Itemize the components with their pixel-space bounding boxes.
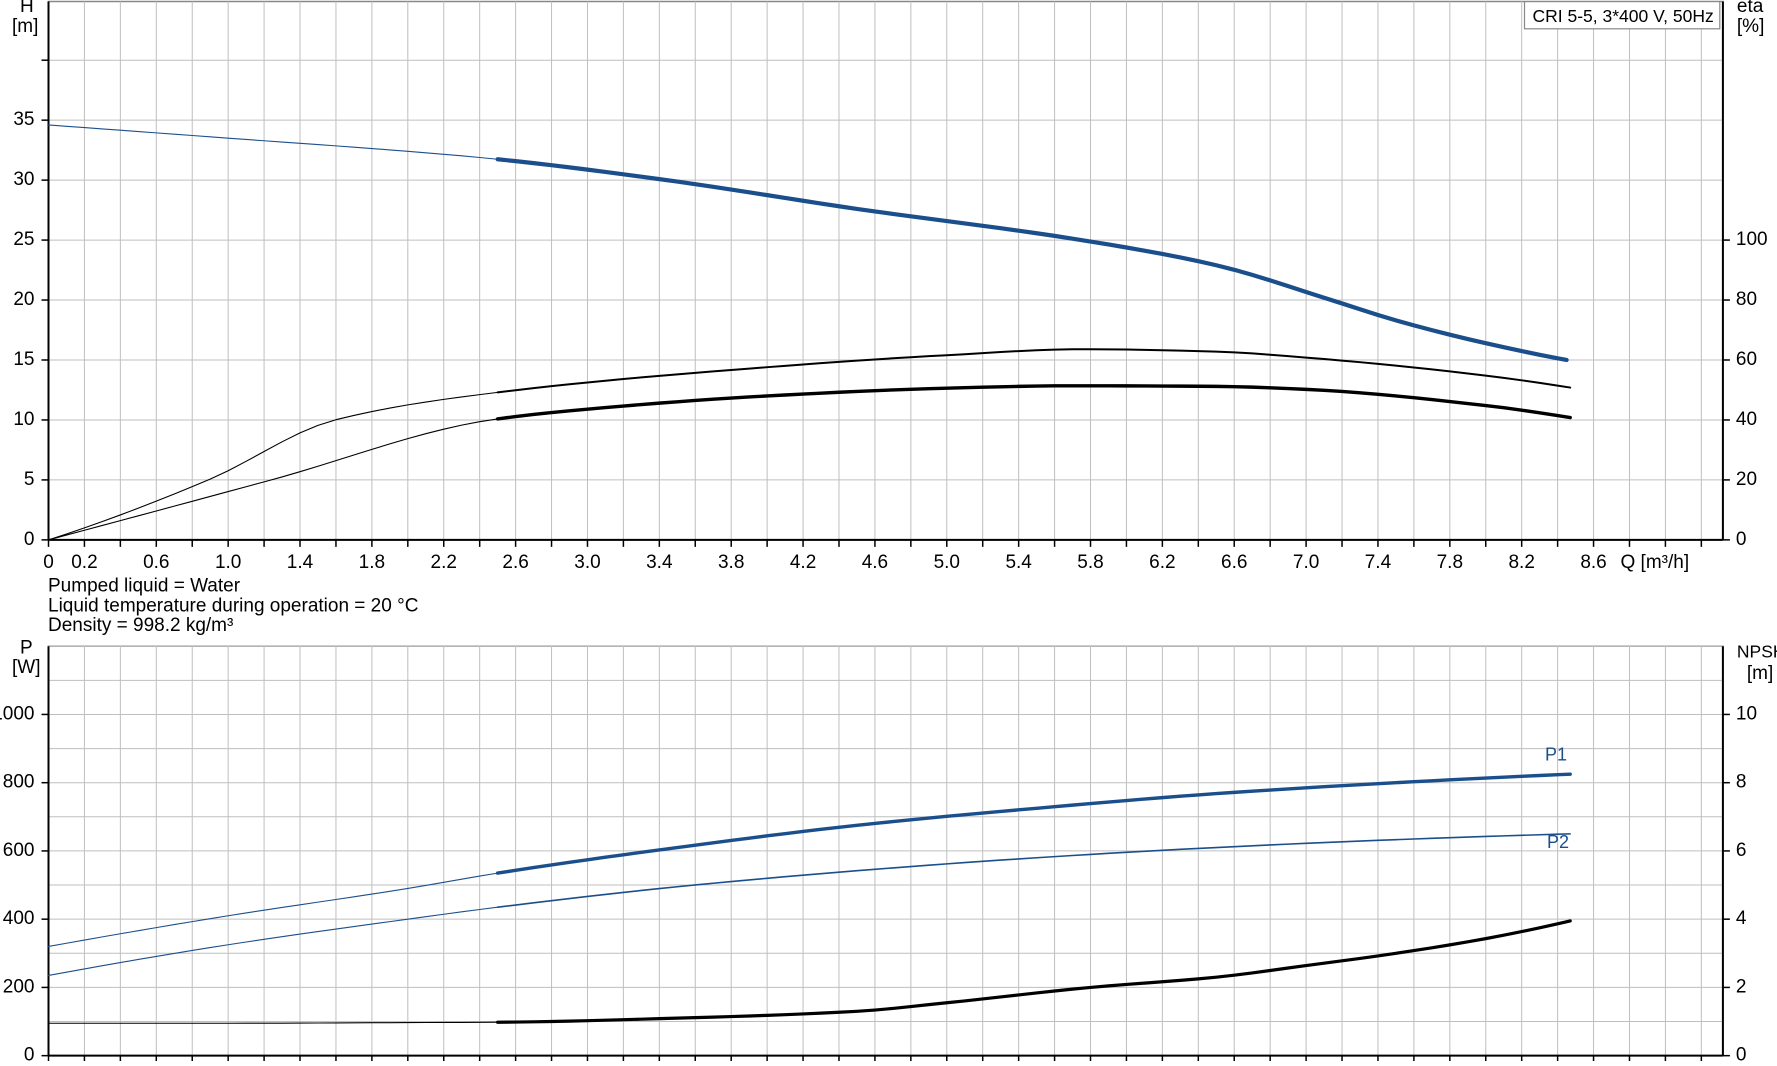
svg-text:4: 4 — [1736, 908, 1747, 929]
svg-text:80: 80 — [1736, 289, 1757, 310]
svg-text:25: 25 — [13, 229, 34, 250]
svg-text:6.6: 6.6 — [1221, 552, 1247, 573]
svg-text:7.8: 7.8 — [1437, 552, 1463, 573]
svg-text:35: 35 — [13, 109, 34, 130]
svg-text:4.2: 4.2 — [790, 552, 816, 573]
svg-text:5.4: 5.4 — [1005, 552, 1032, 573]
svg-text:7.0: 7.0 — [1293, 552, 1319, 573]
svg-text:8: 8 — [1736, 772, 1747, 793]
svg-text:eta: eta — [1737, 0, 1764, 17]
svg-text:3.8: 3.8 — [718, 552, 744, 573]
svg-text:40: 40 — [1736, 409, 1757, 430]
svg-text:0: 0 — [1736, 529, 1747, 550]
svg-text:2.6: 2.6 — [502, 552, 528, 573]
svg-text:[W]: [W] — [12, 657, 41, 678]
svg-text:3.0: 3.0 — [574, 552, 600, 573]
svg-text:[m]: [m] — [1747, 663, 1773, 684]
svg-text:1.0: 1.0 — [215, 552, 241, 573]
svg-text:P2: P2 — [1547, 832, 1569, 852]
svg-text:600: 600 — [3, 840, 35, 861]
svg-text:6: 6 — [1736, 840, 1747, 861]
svg-text:H: H — [20, 0, 34, 17]
svg-text:30: 30 — [13, 169, 34, 190]
svg-text:20: 20 — [13, 289, 34, 310]
svg-text:800: 800 — [3, 772, 35, 793]
svg-text:[%]: [%] — [1737, 16, 1764, 37]
svg-text:0.6: 0.6 — [143, 552, 169, 573]
svg-text:Liquid temperature during oper: Liquid temperature during operation = 20… — [48, 596, 418, 617]
svg-text:5: 5 — [24, 469, 35, 490]
svg-text:4.6: 4.6 — [862, 552, 888, 573]
svg-text:P1: P1 — [1545, 745, 1567, 765]
svg-text:Pumped liquid = Water: Pumped liquid = Water — [48, 576, 241, 597]
svg-text:10: 10 — [13, 409, 34, 430]
svg-text:15: 15 — [13, 349, 34, 370]
svg-text:1.8: 1.8 — [359, 552, 385, 573]
svg-text:NPSH: NPSH — [1737, 642, 1777, 662]
svg-text:0: 0 — [43, 552, 54, 573]
svg-text:8.6: 8.6 — [1580, 552, 1606, 573]
svg-text:20: 20 — [1736, 469, 1757, 490]
svg-text:200: 200 — [3, 976, 35, 997]
svg-text:0: 0 — [24, 1045, 35, 1061]
svg-text:1.4: 1.4 — [287, 552, 314, 573]
svg-text:0: 0 — [24, 529, 35, 550]
svg-text:5.0: 5.0 — [934, 552, 960, 573]
svg-text:10: 10 — [1736, 703, 1757, 724]
svg-text:5.8: 5.8 — [1077, 552, 1103, 573]
svg-text:2.2: 2.2 — [431, 552, 457, 573]
svg-text:6.2: 6.2 — [1149, 552, 1175, 573]
svg-text:8.2: 8.2 — [1508, 552, 1534, 573]
svg-text:400: 400 — [3, 908, 35, 929]
svg-text:P: P — [20, 637, 33, 658]
svg-text:3.4: 3.4 — [646, 552, 673, 573]
svg-text:CRI 5-5, 3*400 V, 50Hz: CRI 5-5, 3*400 V, 50Hz — [1533, 6, 1714, 26]
svg-text:7.4: 7.4 — [1365, 552, 1392, 573]
svg-text:0.2: 0.2 — [71, 552, 97, 573]
svg-text:Density = 998.2 kg/m³: Density = 998.2 kg/m³ — [48, 615, 233, 636]
svg-text:0: 0 — [1736, 1045, 1747, 1061]
svg-text:Q [m³/h]: Q [m³/h] — [1621, 552, 1690, 573]
svg-text:2: 2 — [1736, 976, 1747, 997]
svg-text:[m]: [m] — [12, 16, 38, 37]
svg-text:60: 60 — [1736, 349, 1757, 370]
svg-text:100: 100 — [1736, 229, 1768, 250]
